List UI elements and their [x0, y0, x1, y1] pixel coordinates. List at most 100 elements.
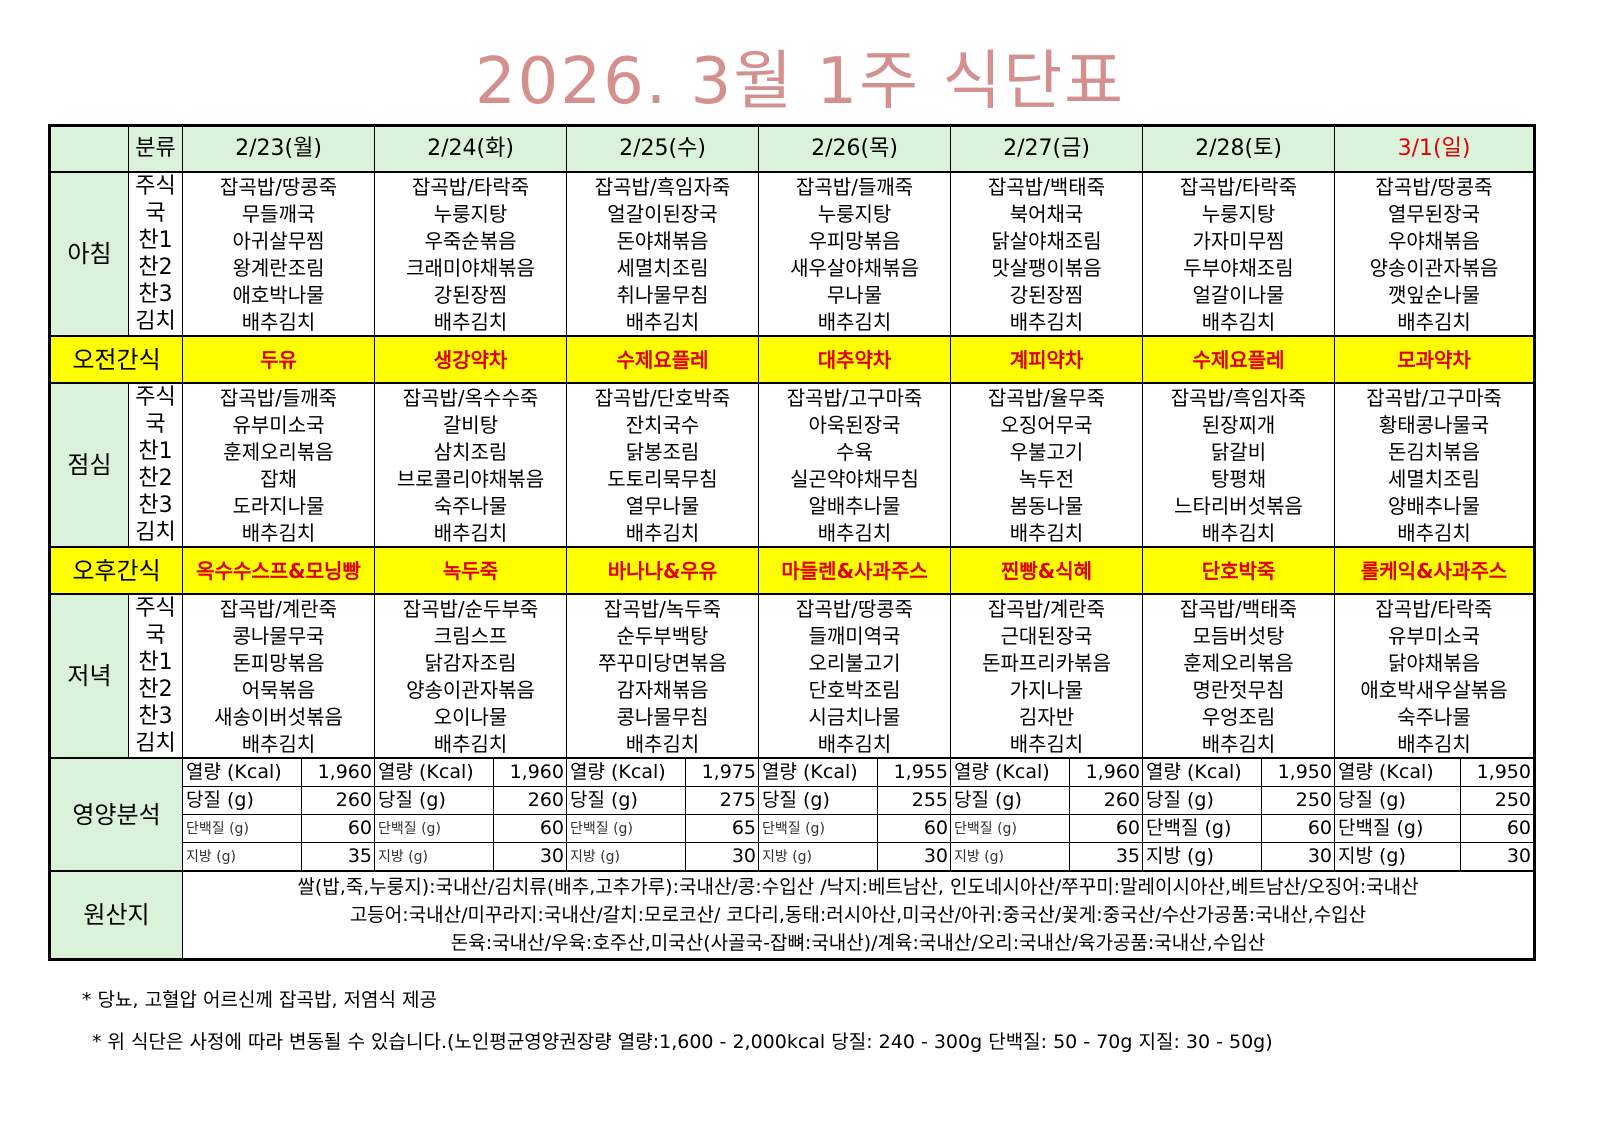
- nutrition-pair: 단백질 (g) 60: [1336, 815, 1534, 842]
- meal-row: 국 유부미소국 갈비탕 잔치국수 아욱된장국 오징어무국 된장찌개 황태콩나물국: [50, 411, 1535, 438]
- nutrition-pair: 지방 (g) 30: [376, 843, 566, 870]
- day-header: 2/25(수): [566, 125, 759, 173]
- nutrient-name: 당질 (g): [184, 787, 302, 814]
- menu-item: 시금치나물: [758, 703, 951, 730]
- menu-item: 새송이버섯볶음: [182, 703, 375, 730]
- menu-item: 느타리버섯볶음: [1142, 492, 1335, 519]
- nutrition-cell: 지방 (g) 35: [950, 842, 1143, 872]
- menu-item: 닭살야채조림: [950, 227, 1143, 254]
- nutrition-pair: 단백질 (g) 60: [760, 815, 950, 842]
- nutrition-pair: 당질 (g) 260: [184, 787, 374, 814]
- nutrient-name: 지방 (g): [1336, 843, 1461, 870]
- nutrition-pair: 열량 (Kcal) 1,950: [1336, 759, 1534, 786]
- nutrition-pair: 당질 (g) 250: [1144, 787, 1334, 814]
- nutrition-pair: 열량 (Kcal) 1,950: [1144, 759, 1334, 786]
- snack-item: 모과약차: [1334, 335, 1535, 384]
- menu-item: 잡곡밥/계란죽: [950, 593, 1143, 622]
- menu-item: 콩나물무침: [566, 703, 759, 730]
- menu-item: 세멸치조림: [566, 254, 759, 281]
- menu-item: 잔치국수: [566, 411, 759, 438]
- menu-item: 무나물: [758, 281, 951, 308]
- row-label: 김치: [128, 308, 183, 337]
- nutrition-cell: 단백질 (g) 60: [1142, 814, 1335, 843]
- nutrient-value: 60: [1115, 817, 1140, 839]
- row-label: 찬3: [128, 281, 183, 308]
- menu-item: 아욱된장국: [758, 411, 951, 438]
- nutrient-value: 30: [539, 845, 564, 867]
- menu-item: 양배추나물: [1334, 492, 1535, 519]
- meal-row: 찬3 새송이버섯볶음 오이나물 콩나물무침 시금치나물 김자반 우엉조림 숙주나물: [50, 703, 1535, 730]
- row-label: 찬3: [128, 492, 183, 519]
- menu-item: 새우살야채볶음: [758, 254, 951, 281]
- nutrition-pair: 단백질 (g) 60: [1144, 815, 1334, 842]
- nutrient-value: 1,960: [317, 761, 372, 783]
- day-header: 2/28(토): [1142, 125, 1335, 173]
- menu-item: 감자채볶음: [566, 676, 759, 703]
- menu-item: 얼갈이나물: [1142, 281, 1335, 308]
- nutrition-pair: 단백질 (g) 60: [184, 815, 374, 842]
- row-label: 국: [128, 200, 183, 227]
- meal-name: 점심: [49, 382, 129, 548]
- nutrient-value: 1,950: [1476, 761, 1531, 783]
- menu-item: 잡곡밥/흑임자죽: [566, 171, 759, 200]
- nutrient-name: 단백질 (g): [184, 815, 302, 842]
- origin-label: 원산지: [49, 870, 183, 960]
- nutrition-pair: 단백질 (g) 60: [376, 815, 566, 842]
- snack-item: 마들렌&사과주스: [758, 546, 951, 595]
- meal-row: 찬3 애호박나물 강된장찜 취나물무침 무나물 강된장찜 얼갈이나물 깻잎순나물: [50, 281, 1535, 308]
- menu-item: 닭갈비: [1142, 438, 1335, 465]
- menu-item: 훈제오리볶음: [182, 438, 375, 465]
- menu-item: 알배추나물: [758, 492, 951, 519]
- snack-item: 찐빵&식혜: [950, 546, 1143, 595]
- nutrition-pair: 지방 (g) 30: [568, 843, 758, 870]
- nutrient-value: 35: [347, 845, 372, 867]
- menu-item: 배추김치: [1334, 730, 1535, 759]
- nutrition-pair: 당질 (g) 250: [1336, 787, 1534, 814]
- menu-item: 왕계란조림: [182, 254, 375, 281]
- meal-row: 점심 주식 잡곡밥/들깨죽 잡곡밥/옥수수죽 잡곡밥/단호박죽 잡곡밥/고구마죽 잡곡밥/율…: [49, 382, 1535, 548]
- meal-row: 저녁 주식 잡곡밥/계란죽 잡곡밥/순두부죽 잡곡밥/녹두죽 잡곡밥/땅콩죽 잡곡밥/계란죽…: [49, 593, 1535, 759]
- menu-item: 배추김치: [1334, 519, 1535, 548]
- menu-item: 아귀살무찜: [182, 227, 375, 254]
- menu-item: 삼치조림: [374, 438, 567, 465]
- nutrient-name: 당질 (g): [1144, 787, 1262, 814]
- snack-item: 계피약차: [950, 335, 1143, 384]
- menu-item: 봄동나물: [950, 492, 1143, 519]
- nutrient-value: 275: [719, 789, 756, 811]
- nutrition-cell: 열량 (Kcal) 1,950: [1334, 757, 1535, 787]
- menu-item: 배추김치: [182, 519, 375, 548]
- note: * 위 식단은 사정에 따라 변동될 수 있습니다.(노인평균영양권장량 열량:…: [92, 1031, 1273, 1053]
- menu-item: 수육: [758, 438, 951, 465]
- nutrient-value: 30: [1506, 845, 1531, 867]
- blank-cell: [49, 125, 129, 173]
- menu-item: 잡채: [182, 465, 375, 492]
- menu-item: 누룽지탕: [1142, 200, 1335, 227]
- menu-item: 잡곡밥/옥수수죽: [374, 382, 567, 411]
- nutrient-value: 60: [1307, 817, 1332, 839]
- menu-item: 잡곡밥/율무죽: [950, 382, 1143, 411]
- menu-item: 잡곡밥/단호박죽: [566, 382, 759, 411]
- nutrition-pair: 열량 (Kcal) 1,960: [184, 759, 374, 786]
- origin-cell: 쌀(밥,죽,누룽지):국내산/김치류(배추,고추가루):국내산/콩:수입산 /낙…: [182, 870, 1535, 960]
- nutrient-value: 30: [923, 845, 948, 867]
- nutrient-name: 열량 (Kcal): [568, 759, 686, 786]
- nutrient-value: 65: [731, 817, 756, 839]
- menu-item: 탕평채: [1142, 465, 1335, 492]
- menu-item: 모듬버섯탕: [1142, 622, 1335, 649]
- menu-item: 쭈꾸미당면볶음: [566, 649, 759, 676]
- nutrition-pair: 당질 (g) 260: [376, 787, 566, 814]
- menu-item: 잡곡밥/땅콩죽: [182, 171, 375, 200]
- menu-item: 강된장찜: [374, 281, 567, 308]
- nutrition-cell: 열량 (Kcal) 1,950: [1142, 757, 1335, 787]
- menu-item: 잡곡밥/땅콩죽: [758, 593, 951, 622]
- nutrient-name: 당질 (g): [1336, 787, 1461, 814]
- snack-item: 바나나&우유: [566, 546, 759, 595]
- menu-item: 오리불고기: [758, 649, 951, 676]
- menu-item: 잡곡밥/녹두죽: [566, 593, 759, 622]
- menu-item: 우피망볶음: [758, 227, 951, 254]
- nutrition-cell: 당질 (g) 260: [182, 786, 375, 815]
- menu-item: 도토리묵무침: [566, 465, 759, 492]
- meal-row: 김치 배추김치 배추김치 배추김치 배추김치 배추김치 배추김치 배추김치: [50, 730, 1535, 759]
- nutrient-name: 단백질 (g): [376, 815, 494, 842]
- snack-name: 오전간식: [49, 335, 183, 384]
